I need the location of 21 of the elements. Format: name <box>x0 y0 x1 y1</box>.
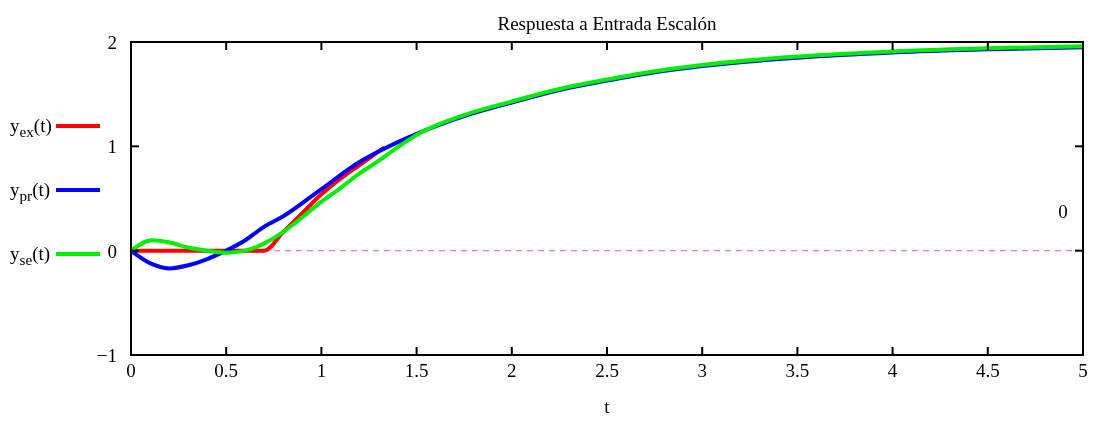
x-tick-label: 5 <box>1078 360 1088 381</box>
legend-label: y$_{se}$(t) <box>10 243 51 269</box>
x-tick-label: 2 <box>507 360 517 381</box>
y-tick-label: −1 <box>96 345 117 366</box>
x-tick-label: 4 <box>887 360 898 381</box>
x-tick-label: 4.5 <box>975 360 1000 381</box>
legend-label: y$_{pr}$(t) <box>10 179 51 205</box>
x-tick-label: 0 <box>126 360 136 381</box>
ref-line-label: 0 <box>1058 200 1068 222</box>
x-tick-label: 3 <box>697 360 707 381</box>
x-tick-label: 1.5 <box>404 360 429 381</box>
x-tick-label: 0.5 <box>214 360 239 381</box>
legend-label: y$_{ex}$(t) <box>10 115 52 141</box>
x-tick-label: 1 <box>316 360 327 381</box>
y-tick-label: 1 <box>107 136 117 158</box>
y-tick-label: 0 <box>107 240 117 262</box>
x-tick-label: 3.5 <box>785 360 810 381</box>
x-tick-label: 2.5 <box>595 360 619 381</box>
chart-title: Respuesta a Entrada Escalón <box>497 13 717 34</box>
y-tick-label: 2 <box>107 32 117 53</box>
x-axis-title: t <box>604 396 611 417</box>
